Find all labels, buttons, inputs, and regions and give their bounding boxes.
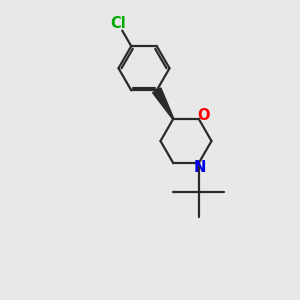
Text: O: O	[197, 108, 210, 123]
Text: Cl: Cl	[110, 16, 126, 31]
Polygon shape	[153, 88, 174, 119]
Text: N: N	[193, 160, 206, 175]
